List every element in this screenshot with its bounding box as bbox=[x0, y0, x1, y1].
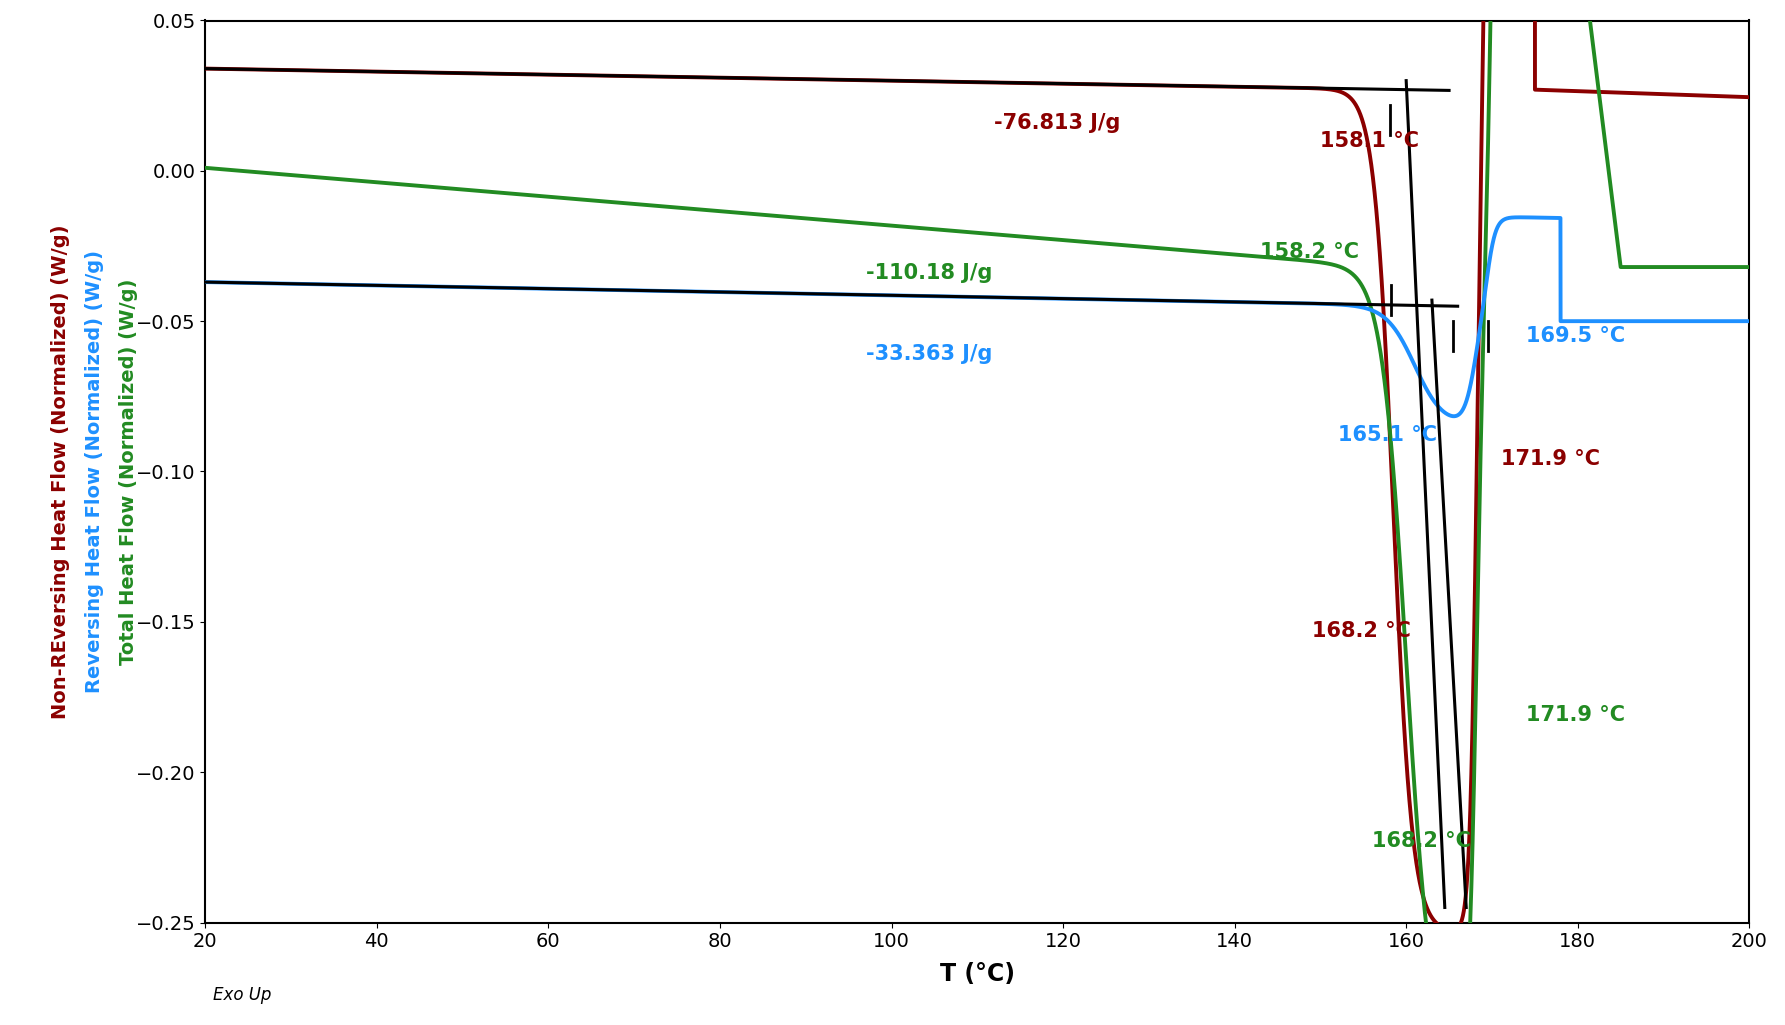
Text: 158.2 °C: 158.2 °C bbox=[1260, 242, 1360, 262]
Text: 168.2 °C: 168.2 °C bbox=[1312, 621, 1410, 641]
Text: 158.1 °C: 158.1 °C bbox=[1321, 131, 1419, 151]
Text: 165.1 °C: 165.1 °C bbox=[1337, 425, 1437, 446]
Text: Total Heat Flow (Normalized) (W/g): Total Heat Flow (Normalized) (W/g) bbox=[118, 279, 137, 664]
Text: Reversing Heat Flow (Normalized) (W/g): Reversing Heat Flow (Normalized) (W/g) bbox=[84, 250, 104, 693]
Text: 171.9 °C: 171.9 °C bbox=[1526, 705, 1626, 725]
Text: 168.2 °C: 168.2 °C bbox=[1373, 831, 1471, 852]
Text: Exo Up: Exo Up bbox=[212, 986, 271, 1003]
Text: -110.18 J/g: -110.18 J/g bbox=[866, 263, 992, 283]
Text: -33.363 J/g: -33.363 J/g bbox=[866, 344, 992, 364]
Text: 169.5 °C: 169.5 °C bbox=[1526, 326, 1626, 346]
Text: 171.9 °C: 171.9 °C bbox=[1501, 450, 1599, 469]
Text: Non-REversing Heat Flow (Normalized) (W/g): Non-REversing Heat Flow (Normalized) (W/… bbox=[50, 224, 70, 719]
X-axis label: T (°C): T (°C) bbox=[939, 962, 1016, 986]
Text: -76.813 J/g: -76.813 J/g bbox=[994, 113, 1121, 133]
